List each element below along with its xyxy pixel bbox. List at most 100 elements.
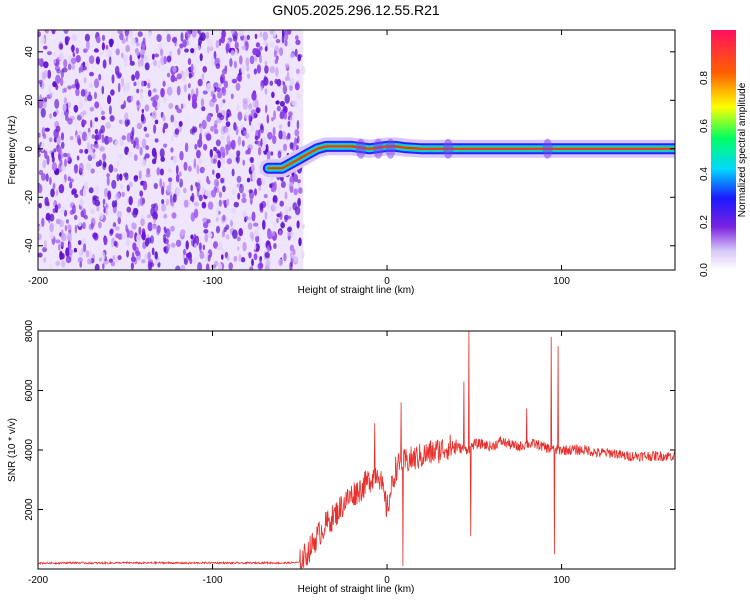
noise-blob — [230, 139, 236, 150]
noise-blob — [218, 38, 222, 47]
noise-blob — [264, 265, 270, 270]
noise-blob — [278, 185, 281, 195]
noise-blob — [180, 229, 186, 236]
noise-blob — [43, 257, 47, 263]
noise-blob — [239, 55, 243, 65]
noise-blob — [237, 192, 241, 200]
noise-blob — [269, 80, 274, 86]
noise-blob — [286, 215, 292, 220]
noise-blob — [103, 187, 109, 198]
noise-blob — [128, 30, 134, 39]
noise-blob — [128, 196, 133, 206]
spectrogram-ylabel: Frequency (Hz) — [7, 116, 18, 185]
noise-blob — [225, 121, 231, 127]
noise-blob — [171, 135, 174, 142]
noise-blob — [259, 54, 262, 64]
noise-blob — [71, 189, 74, 196]
noise-blob — [263, 76, 269, 86]
noise-blob — [141, 138, 147, 149]
noise-blob — [275, 39, 281, 44]
noise-blob — [59, 251, 63, 261]
noise-blob — [107, 137, 113, 143]
noise-blob — [115, 233, 120, 239]
noise-blob — [295, 35, 299, 41]
noise-blob — [84, 148, 89, 154]
noise-blob — [133, 175, 138, 182]
noise-blob — [202, 167, 205, 172]
noise-blob — [220, 76, 224, 84]
noise-blob — [213, 178, 219, 187]
noise-blob — [272, 126, 276, 136]
noise-blob — [199, 251, 205, 260]
noise-blob — [85, 250, 90, 258]
noise-blob — [159, 178, 162, 188]
noise-blob — [145, 238, 149, 247]
noise-blob — [247, 73, 251, 79]
noise-blob — [106, 48, 112, 58]
noise-blob — [265, 128, 269, 133]
noise-blob — [197, 138, 203, 148]
noise-blob — [287, 226, 292, 233]
noise-blob — [295, 68, 300, 75]
noise-blob — [242, 192, 246, 199]
noise-blob — [215, 39, 220, 49]
noise-blob — [188, 73, 192, 79]
noise-blob — [202, 244, 206, 251]
noise-blob — [112, 255, 116, 261]
noise-blob — [282, 84, 288, 95]
noise-blob — [284, 31, 289, 41]
noise-blob — [231, 78, 238, 84]
noise-blob — [46, 30, 49, 35]
noise-blob — [152, 100, 158, 108]
noise-blob — [51, 151, 55, 159]
noise-blob — [215, 103, 219, 114]
noise-blob — [107, 94, 112, 105]
noise-blob — [60, 132, 65, 141]
noise-blob — [80, 89, 86, 97]
noise-blob — [222, 99, 226, 104]
noise-blob — [188, 165, 192, 172]
noise-blob — [199, 53, 203, 62]
noise-blob — [102, 59, 107, 69]
noise-blob — [42, 133, 47, 140]
noise-blob — [273, 110, 276, 120]
noise-blob — [176, 73, 182, 80]
noise-blob — [291, 99, 296, 106]
noise-blob — [111, 179, 117, 189]
noise-blob — [249, 156, 254, 164]
noise-blob — [271, 117, 274, 122]
noise-blob — [177, 48, 181, 56]
noise-blob — [128, 230, 134, 239]
noise-blob — [64, 224, 68, 232]
noise-blob — [75, 47, 80, 54]
noise-blob — [194, 143, 198, 150]
noise-blob — [179, 43, 184, 49]
noise-blob — [139, 91, 143, 101]
noise-blob — [83, 48, 88, 53]
noise-blob — [187, 93, 191, 101]
noise-blob — [125, 32, 129, 42]
noise-blob — [74, 224, 78, 234]
noise-blob — [228, 153, 234, 159]
noise-blob — [231, 168, 235, 177]
noise-blob — [80, 210, 85, 218]
noise-blob — [82, 119, 87, 125]
noise-blob — [135, 50, 140, 56]
noise-blob — [278, 229, 282, 236]
noise-blob — [279, 100, 285, 107]
noise-blob — [73, 214, 78, 221]
noise-blob — [79, 149, 84, 154]
noise-blob — [88, 82, 93, 89]
noise-blob — [38, 233, 42, 241]
noise-blob — [215, 172, 221, 179]
noise-blob — [111, 74, 115, 84]
noise-blob — [235, 156, 239, 162]
noise-blob — [125, 82, 130, 91]
noise-blob — [52, 183, 56, 190]
noise-blob — [47, 51, 52, 56]
noise-blob — [140, 116, 146, 124]
x-tick-label: 100 — [553, 575, 570, 586]
noise-blob — [134, 70, 140, 80]
noise-blob — [170, 242, 176, 248]
noise-blob — [166, 198, 169, 206]
